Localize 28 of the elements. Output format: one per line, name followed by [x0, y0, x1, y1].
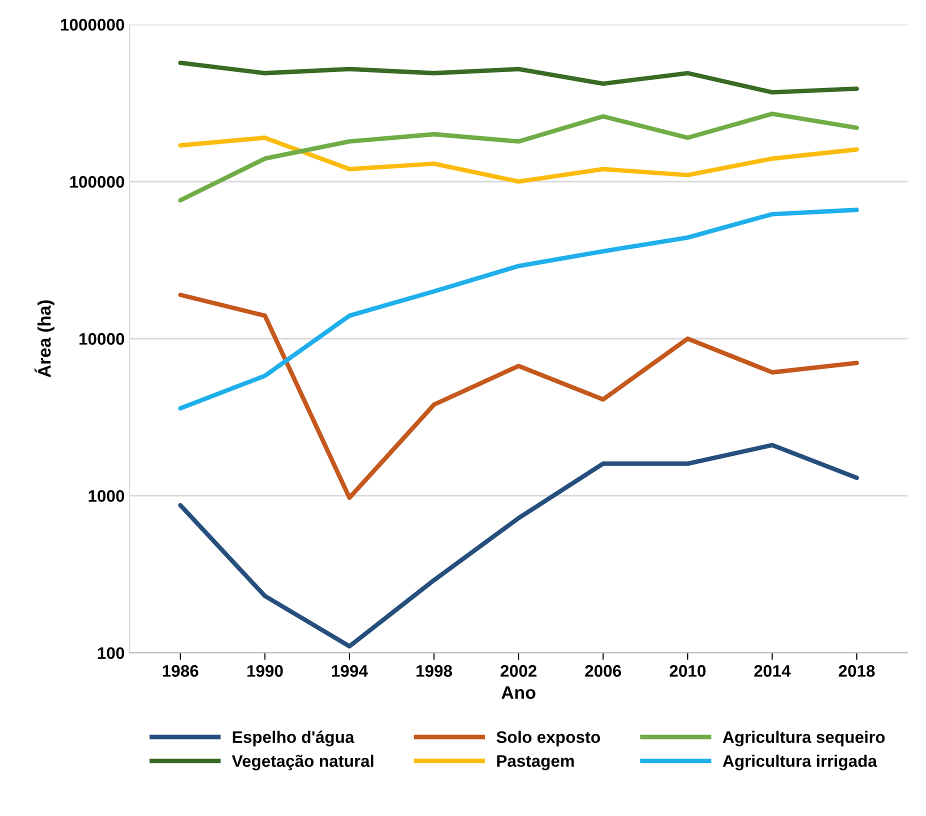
y-tick-label: 10000 [79, 333, 124, 345]
line-series [178, 292, 859, 500]
legend-label: Pastagem [497, 755, 574, 770]
x-tick-label: 2018 [838, 665, 875, 677]
legend-label: Espelho d'água [232, 730, 354, 746]
x-tick-label: 2010 [670, 665, 706, 677]
x-tick-label: 1986 [162, 665, 198, 677]
line-series [178, 60, 859, 95]
y-tick-label: 1000 [88, 490, 124, 502]
y-axis-title: Área (ha) [34, 300, 54, 378]
line-series [178, 136, 859, 184]
legend-label: Vegetação natural [232, 754, 374, 770]
x-tick-label: 2002 [500, 665, 536, 677]
x-tick-label: 2014 [754, 665, 791, 677]
y-tick-label: 100 [98, 647, 124, 660]
x-tick-label: 1994 [332, 665, 368, 677]
line-series [178, 208, 859, 411]
legend-label: Agricultura sequeiro [722, 730, 885, 746]
x-axis-title: Ano [501, 686, 536, 699]
x-tick-label: 2006 [585, 665, 622, 677]
legend-label: Agricultura irrigada [722, 754, 878, 770]
legend-label: Solo exposto [496, 730, 600, 746]
y-tick-label: 100000 [70, 176, 124, 188]
x-tick-label: 1998 [416, 665, 452, 677]
x-tick-label: 1990 [247, 665, 283, 677]
y-tick-label: 1000000 [60, 18, 124, 31]
line-series [178, 442, 859, 649]
line-series [178, 112, 859, 203]
